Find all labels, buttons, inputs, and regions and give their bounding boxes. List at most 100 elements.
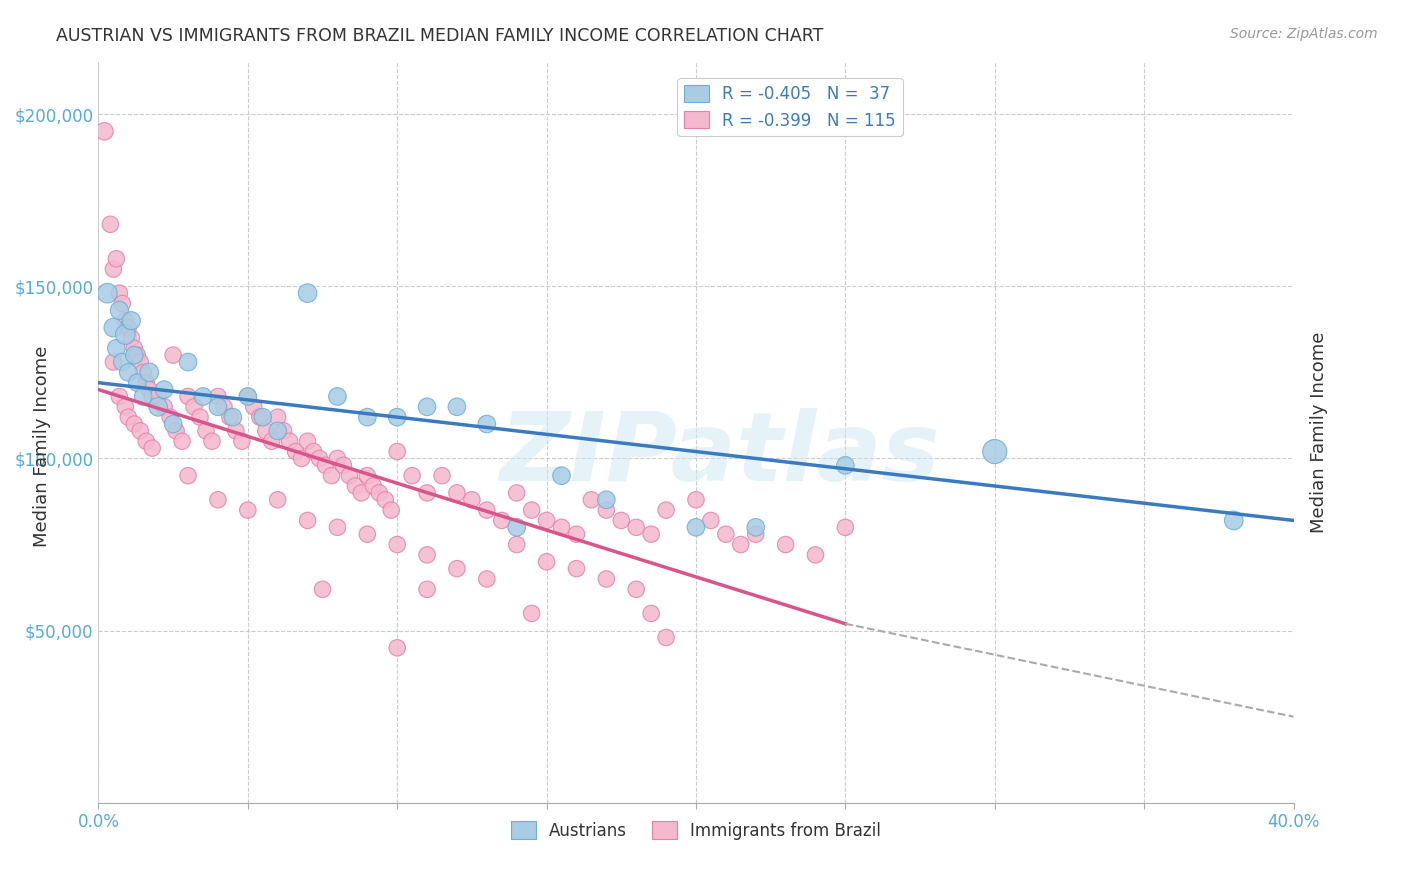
Point — [430, 468, 453, 483]
Point — [326, 451, 349, 466]
Point — [117, 320, 139, 334]
Point — [626, 520, 648, 534]
Point — [775, 537, 797, 551]
Point — [640, 527, 662, 541]
Point — [124, 417, 146, 431]
Point — [105, 252, 128, 266]
Point — [326, 520, 349, 534]
Point — [129, 355, 152, 369]
Point — [385, 537, 409, 551]
Point — [103, 320, 125, 334]
Point — [416, 582, 439, 597]
Point — [700, 513, 723, 527]
Point — [129, 424, 152, 438]
Point — [491, 513, 513, 527]
Point — [231, 434, 253, 449]
Point — [127, 376, 149, 390]
Point — [685, 520, 707, 534]
Point — [416, 400, 439, 414]
Point — [984, 444, 1007, 458]
Point — [278, 434, 301, 449]
Point — [565, 527, 588, 541]
Point — [350, 486, 373, 500]
Point — [550, 468, 572, 483]
Point — [135, 376, 157, 390]
Point — [252, 410, 274, 425]
Point — [315, 458, 337, 473]
Point — [581, 492, 603, 507]
Point — [201, 434, 224, 449]
Point — [655, 631, 678, 645]
Point — [267, 492, 290, 507]
Point — [162, 348, 184, 362]
Point — [308, 451, 330, 466]
Point — [291, 451, 314, 466]
Point — [162, 417, 184, 431]
Point — [124, 341, 146, 355]
Point — [297, 434, 319, 449]
Point — [260, 434, 283, 449]
Point — [117, 410, 139, 425]
Point — [108, 389, 131, 403]
Point — [321, 468, 343, 483]
Point — [506, 537, 529, 551]
Point — [595, 572, 617, 586]
Point — [195, 424, 218, 438]
Text: ZIPatlas: ZIPatlas — [499, 409, 941, 501]
Point — [834, 520, 856, 534]
Point — [219, 410, 242, 425]
Point — [714, 527, 737, 541]
Point — [132, 389, 155, 403]
Point — [236, 503, 259, 517]
Point — [311, 582, 333, 597]
Point — [416, 486, 439, 500]
Point — [177, 389, 200, 403]
Point — [111, 296, 134, 310]
Point — [132, 365, 155, 379]
Point — [207, 389, 229, 403]
Point — [385, 444, 409, 458]
Point — [685, 492, 707, 507]
Point — [120, 331, 142, 345]
Point — [520, 607, 543, 621]
Point — [302, 444, 325, 458]
Point — [153, 400, 176, 414]
Point — [446, 486, 468, 500]
Point — [103, 355, 125, 369]
Point — [536, 555, 558, 569]
Point — [356, 410, 378, 425]
Y-axis label: Median Family Income: Median Family Income — [1310, 332, 1329, 533]
Point — [207, 400, 229, 414]
Point — [368, 486, 391, 500]
Point — [804, 548, 827, 562]
Point — [380, 503, 402, 517]
Point — [114, 327, 136, 342]
Point — [475, 503, 498, 517]
Point — [446, 400, 468, 414]
Point — [111, 355, 134, 369]
Point — [416, 548, 439, 562]
Point — [249, 410, 271, 425]
Point — [207, 492, 229, 507]
Point — [225, 424, 247, 438]
Point — [191, 389, 214, 403]
Point — [446, 561, 468, 575]
Point — [640, 607, 662, 621]
Point — [236, 389, 259, 403]
Text: Source: ZipAtlas.com: Source: ZipAtlas.com — [1230, 27, 1378, 41]
Point — [273, 424, 295, 438]
Point — [730, 537, 752, 551]
Point — [114, 400, 136, 414]
Point — [188, 410, 211, 425]
Point — [138, 365, 160, 379]
Point — [135, 434, 157, 449]
Point — [177, 355, 200, 369]
Point — [595, 492, 617, 507]
Point — [120, 314, 142, 328]
Point — [159, 410, 181, 425]
Point — [385, 410, 409, 425]
Point — [96, 286, 118, 301]
Point — [172, 434, 194, 449]
Point — [363, 479, 385, 493]
Point — [565, 561, 588, 575]
